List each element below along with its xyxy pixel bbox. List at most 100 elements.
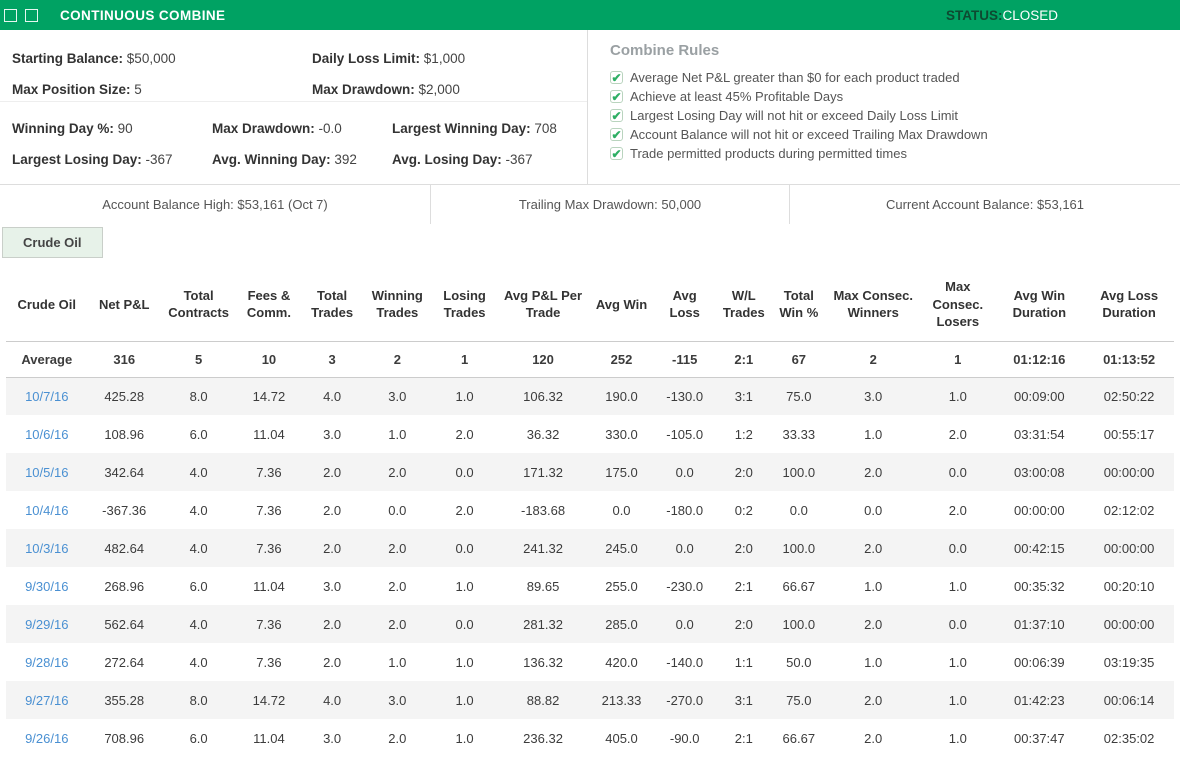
account-stats: Starting Balance: $50,000 Daily Loss Lim… xyxy=(0,30,588,184)
table-cell: 03:19:35 xyxy=(1103,654,1155,670)
table-row: 9/26/16 708.96 6.0 11.04 3.0 2.0 1.0 236.32 405.… xyxy=(6,719,1174,757)
table-cell: 420.0 xyxy=(605,654,638,670)
stat-label: Max Drawdown: xyxy=(312,82,415,97)
average-cell: 252 xyxy=(588,340,655,378)
stat-value: 708 xyxy=(534,121,557,136)
stat-label: Largest Losing Day: xyxy=(12,152,142,167)
column-header: W/L Trades xyxy=(722,287,765,321)
table-cell: 7.36 xyxy=(256,654,282,670)
table-cell: 00:35:32 xyxy=(1014,578,1065,594)
table-cell: 00:06:14 xyxy=(1103,692,1155,708)
table-cell: 2.0 xyxy=(323,464,342,480)
date-link[interactable]: 9/30/16 xyxy=(25,578,69,594)
table-cell: -183.68 xyxy=(521,502,566,518)
table-cell: 1.0 xyxy=(948,730,967,746)
date-link[interactable]: 9/28/16 xyxy=(25,654,69,670)
table-cell: 2:1 xyxy=(734,578,753,594)
combine-rules-list: ✔ Average Net P&L greater than $0 for eac… xyxy=(610,68,1180,163)
date-link[interactable]: 9/29/16 xyxy=(25,616,69,632)
table-cell: 108.96 xyxy=(104,426,145,442)
performance-stats: Winning Day %: 90 Max Drawdown: -0.0 Lar… xyxy=(0,102,587,175)
table-cell: 9/28/16 xyxy=(6,643,88,681)
table-cell: 6.0 xyxy=(189,578,208,594)
table-cell: 01:42:23 xyxy=(1014,692,1065,708)
table-cell: 0.0 xyxy=(864,502,883,518)
table-cell: 14.72 xyxy=(252,388,286,404)
column-header: Total Trades xyxy=(311,287,354,321)
table-cell: 4.0 xyxy=(189,502,208,518)
table-cell: 4.0 xyxy=(323,692,342,708)
table-cell: 00:06:39 xyxy=(1014,654,1065,670)
date-link[interactable]: 9/27/16 xyxy=(25,692,69,708)
table-cell: 100.0 xyxy=(782,616,816,632)
date-link[interactable]: 10/4/16 xyxy=(25,502,69,518)
table-cell: 2.0 xyxy=(864,540,883,556)
table-cell: 3.0 xyxy=(388,388,407,404)
table-cell: 175.0 xyxy=(605,464,638,480)
table-cell: 2.0 xyxy=(323,616,342,632)
table-cell: 0:2 xyxy=(734,502,753,518)
table-body: Average 316 5 10 3 2 1 120 252 -115 2:1 67 2 1 01:12:1… xyxy=(6,340,1174,757)
table-cell: 3:1 xyxy=(734,388,753,404)
date-link[interactable]: 9/26/16 xyxy=(25,730,69,746)
product-tabs: Crude Oil xyxy=(0,227,1180,258)
table-cell: 10/5/16 xyxy=(6,453,88,491)
table-cell: 7.36 xyxy=(256,540,282,556)
table-cell: 02:35:02 xyxy=(1103,730,1155,746)
stat-label: Starting Balance: xyxy=(12,51,124,66)
table-cell: 272.64 xyxy=(104,654,145,670)
date-link[interactable]: 10/7/16 xyxy=(25,388,69,404)
table-cell: 02:12:02 xyxy=(1103,502,1155,518)
table-cell: 2.0 xyxy=(455,426,474,442)
table-cell: 3.0 xyxy=(323,426,342,442)
table-cell: 2.0 xyxy=(948,426,967,442)
table-cell: 0.0 xyxy=(789,502,808,518)
table-cell: 1.0 xyxy=(455,692,474,708)
table-row: 9/28/16 272.64 4.0 7.36 2.0 1.0 1.0 136.32 420.0… xyxy=(6,643,1174,681)
table-cell: 0.0 xyxy=(675,616,694,632)
table-cell: 1.0 xyxy=(948,692,967,708)
status-value: CLOSED xyxy=(1002,7,1058,23)
table-cell: 0.0 xyxy=(612,502,631,518)
table-cell: 00:00:00 xyxy=(1103,464,1155,480)
table-cell: -90.0 xyxy=(669,730,700,746)
table-cell: 7.36 xyxy=(256,616,282,632)
table-cell: 4.0 xyxy=(189,654,208,670)
column-header: Avg P&L Per Trade xyxy=(504,287,583,321)
table-cell: -140.0 xyxy=(666,654,704,670)
table-cell: -270.0 xyxy=(666,692,704,708)
date-link[interactable]: 10/3/16 xyxy=(25,540,69,556)
table-cell: 0.0 xyxy=(948,464,967,480)
table-row: 10/3/16 482.64 4.0 7.36 2.0 2.0 0.0 241.32 245.0… xyxy=(6,529,1174,568)
table-cell: 2:0 xyxy=(734,616,753,632)
checkmark-icon: ✔ xyxy=(610,128,623,142)
average-cell: Average xyxy=(6,340,88,378)
average-cell: 120 xyxy=(497,340,589,378)
average-cell: 1 xyxy=(921,340,995,378)
table-cell: 2.0 xyxy=(388,730,407,746)
table-cell: 1.0 xyxy=(455,388,474,404)
window-square-icon-2[interactable] xyxy=(25,8,38,22)
window-square-icon[interactable] xyxy=(4,8,17,22)
stat-label: Avg. Winning Day: xyxy=(212,152,331,167)
table-cell: 10/3/16 xyxy=(6,529,88,567)
top-bar: CONTINUOUS COMBINE STATUS:CLOSED xyxy=(0,0,1180,30)
table-row: 9/29/16 562.64 4.0 7.36 2.0 2.0 0.0 281.32 285.0… xyxy=(6,605,1174,644)
rule-text: Achieve at least 45% Profitable Days xyxy=(630,89,844,104)
table-cell: 10/7/16 xyxy=(6,377,88,415)
table-cell: 9/26/16 xyxy=(6,719,88,757)
column-header: Avg Win Duration xyxy=(1012,287,1067,321)
stat-label: Avg. Losing Day: xyxy=(392,152,502,167)
table-cell: 2.0 xyxy=(864,730,883,746)
date-link[interactable]: 10/6/16 xyxy=(25,426,69,442)
table-cell: 1.0 xyxy=(864,578,883,594)
table-cell: 2.0 xyxy=(388,578,407,594)
column-header: Avg Win xyxy=(595,296,648,312)
rule-text: Largest Losing Day will not hit or excee… xyxy=(630,108,959,123)
table-cell: 3.0 xyxy=(864,388,883,404)
stat-max-drawdown: Max Drawdown: -0.0 xyxy=(212,121,392,136)
average-cell: 316 xyxy=(87,340,161,378)
date-link[interactable]: 10/5/16 xyxy=(25,464,69,480)
table-cell: 0.0 xyxy=(675,540,694,556)
tab-crude-oil[interactable]: Crude Oil xyxy=(2,227,103,258)
